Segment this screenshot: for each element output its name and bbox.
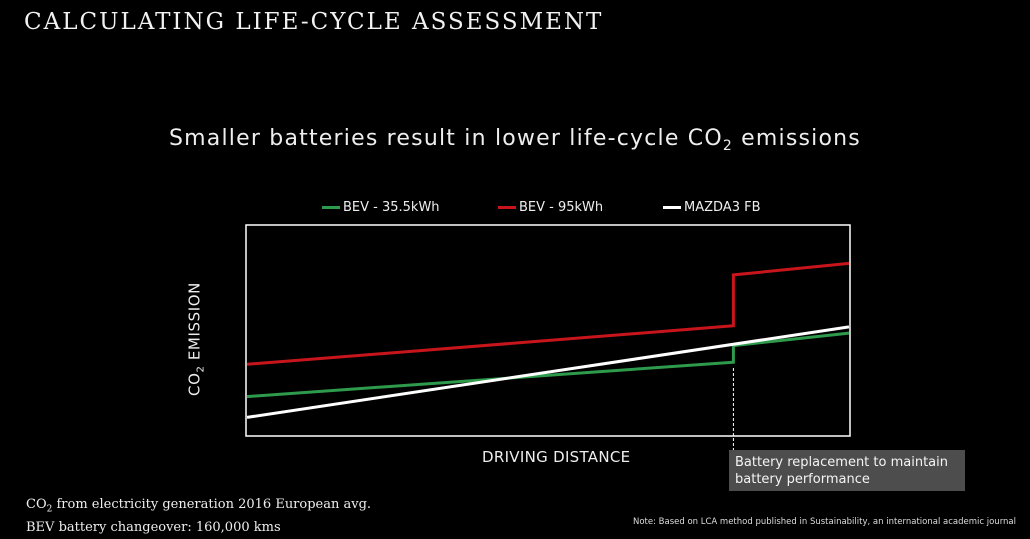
footnote-line-2: BEV battery changeover: 160,000 kms — [26, 519, 281, 535]
footnote-co: CO — [26, 497, 47, 512]
chart-legend: BEV - 35.5kWh BEV - 95kWh MAZDA3 FB — [0, 200, 1030, 218]
legend-item-bev-95: BEV - 95kWh — [498, 200, 603, 215]
annotation-line-1: Battery replacement to maintain — [735, 455, 948, 470]
footnote-line-1: CO2 from electricity generation 2016 Eur… — [26, 496, 371, 519]
legend-swatch — [498, 206, 516, 209]
legend-label: BEV - 35.5kWh — [343, 200, 440, 215]
legend-swatch — [663, 206, 681, 209]
legend-label: MAZDA3 FB — [684, 200, 761, 215]
footnote-text: from electricity generation 2016 Europea… — [52, 497, 372, 512]
series-line-bev-95kwh — [246, 261, 850, 366]
series-line-bev-35-5kwh — [246, 331, 850, 399]
series-layer — [246, 261, 850, 419]
annotation-line-2: battery performance — [735, 472, 870, 487]
annotation-box: Battery replacement to maintain battery … — [729, 450, 965, 491]
legend-item-bev-35: BEV - 35.5kWh — [322, 200, 440, 215]
y-axis-label-main: CO — [185, 372, 204, 396]
chart-title-subscript: 2 — [722, 138, 733, 154]
y-axis-label-subscript: 2 — [195, 365, 207, 373]
page-title: CALCULATING LIFE-CYCLE ASSESSMENT — [24, 9, 604, 35]
y-axis-label-tail: EMISSION — [185, 282, 204, 366]
chart-title-tail: emissions — [732, 126, 861, 151]
source-note: Note: Based on LCA method published in S… — [632, 517, 1016, 527]
footnote-subscript: 2 — [46, 504, 53, 515]
x-axis-label: DRIVING DISTANCE — [482, 448, 631, 466]
series-line-mazda3-fb — [246, 325, 850, 419]
chart-title-main: Smaller batteries result in lower life-c… — [169, 126, 723, 151]
plot-frame — [245, 224, 851, 437]
y-axis-label: CO2 EMISSION — [186, 282, 207, 396]
footnote: CO2 from electricity generation 2016 Eur… — [26, 496, 371, 537]
legend-swatch — [322, 206, 340, 209]
legend-item-mazda3: MAZDA3 FB — [663, 200, 761, 215]
chart-title: Smaller batteries result in lower life-c… — [0, 126, 1030, 154]
legend-label: BEV - 95kWh — [519, 200, 604, 215]
